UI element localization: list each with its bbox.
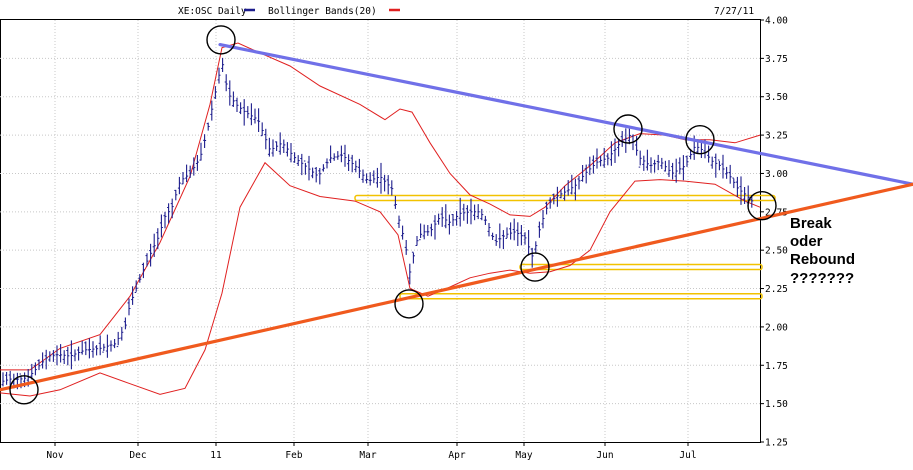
x-tick-label: 11 [210,450,222,461]
annotation-line-4: ??????? [790,270,854,287]
y-tick-label: 2.75 [765,207,788,218]
chart-title: XE:OSC Daily [178,6,247,17]
y-tick-label: 1.75 [765,361,788,372]
y-tick-label: 1.50 [765,399,788,410]
x-tick-label: Feb [285,450,302,461]
x-tick-label: Jun [596,450,613,461]
y-axis: 4.00 3.75 3.50 3.25 3.00 2.75 2.50 2.25 2.00 1.75… [760,16,788,449]
x-tick-label: Nov [46,450,63,461]
y-tick-label: 4.00 [765,16,788,27]
y-tick-label: 3.25 [765,131,788,142]
x-tick-label: Apr [448,450,465,461]
grid [0,20,760,442]
circled-point-marker [206,25,236,55]
trendlines [0,42,913,392]
x-axis: Nov Dec 11 Feb Mar Apr May Jun Jul [46,442,697,461]
support-level-band [399,292,763,300]
x-tick-label: Mar [359,450,376,461]
chart-frame [0,19,761,443]
x-tick-label: Dec [129,450,146,461]
resistance-trendline [218,42,913,186]
y-tick-label: 3.75 [765,54,788,65]
x-tick-label: Jul [679,450,696,461]
annotation-line-1: Break [790,215,832,232]
y-tick-label: 2.50 [765,246,788,257]
annotation-line-3: Rebound [790,251,855,268]
bollinger-lower-band [0,161,761,397]
chart-date: 7/27/11 [714,6,754,17]
x-tick-label: May [515,450,532,461]
y-tick-label: 1.25 [765,438,788,449]
y-tick-label: 3.00 [765,169,788,180]
circled-point-marker [613,114,643,144]
circled-point-marker [9,375,39,405]
bollinger-bands [0,42,761,397]
support-level-band [519,263,763,271]
circled-points [9,25,777,405]
y-tick-label: 3.50 [765,92,788,103]
circled-point-marker [747,190,777,221]
circled-point-marker [520,252,550,282]
support-trendline [0,182,913,392]
annotation-line-2: oder [790,233,823,250]
legend-bollinger: Bollinger Bands(20) [268,6,377,17]
bollinger-upper-band [0,42,761,371]
circled-point-marker [394,289,424,319]
y-tick-label: 2.25 [765,284,788,295]
y-tick-label: 2.00 [765,322,788,333]
price-candles [1,57,754,390]
circled-point-marker [685,124,715,155]
